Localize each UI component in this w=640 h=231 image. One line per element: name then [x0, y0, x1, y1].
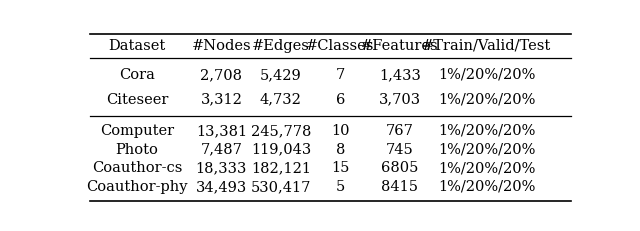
Text: 34,493: 34,493	[196, 180, 247, 194]
Text: 1,433: 1,433	[379, 68, 421, 82]
Text: 8415: 8415	[381, 180, 419, 194]
Text: 7,487: 7,487	[200, 143, 243, 157]
Text: Cora: Cora	[119, 68, 155, 82]
Text: Computer: Computer	[100, 124, 174, 138]
Text: 5: 5	[336, 180, 345, 194]
Text: 119,043: 119,043	[251, 143, 311, 157]
Text: 8: 8	[336, 143, 345, 157]
Text: 6: 6	[336, 93, 345, 107]
Text: 18,333: 18,333	[196, 161, 247, 175]
Text: 1%/20%/20%: 1%/20%/20%	[438, 93, 536, 107]
Text: 6805: 6805	[381, 161, 419, 175]
Text: #Train/Valid/Test: #Train/Valid/Test	[422, 39, 551, 52]
Text: Citeseer: Citeseer	[106, 93, 168, 107]
Text: 1%/20%/20%: 1%/20%/20%	[438, 161, 536, 175]
Text: 15: 15	[332, 161, 349, 175]
Text: 1%/20%/20%: 1%/20%/20%	[438, 124, 536, 138]
Text: #Features: #Features	[361, 39, 439, 52]
Text: 3,703: 3,703	[379, 93, 421, 107]
Text: Photo: Photo	[116, 143, 159, 157]
Text: 3,312: 3,312	[200, 93, 243, 107]
Text: 1%/20%/20%: 1%/20%/20%	[438, 180, 536, 194]
Text: 7: 7	[336, 68, 345, 82]
Text: 530,417: 530,417	[251, 180, 311, 194]
Text: Dataset: Dataset	[108, 39, 166, 52]
Text: 2,708: 2,708	[200, 68, 243, 82]
Text: 1%/20%/20%: 1%/20%/20%	[438, 68, 536, 82]
Text: 10: 10	[331, 124, 349, 138]
Text: 1%/20%/20%: 1%/20%/20%	[438, 143, 536, 157]
Text: Coauthor-phy: Coauthor-phy	[86, 180, 188, 194]
Text: 182,121: 182,121	[251, 161, 311, 175]
Text: 745: 745	[386, 143, 414, 157]
Text: #Nodes: #Nodes	[191, 39, 251, 52]
Text: 5,429: 5,429	[260, 68, 301, 82]
Text: #Classes: #Classes	[306, 39, 374, 52]
Text: 13,381: 13,381	[196, 124, 247, 138]
Text: 4,732: 4,732	[260, 93, 302, 107]
Text: 767: 767	[386, 124, 414, 138]
Text: Coauthor-cs: Coauthor-cs	[92, 161, 182, 175]
Text: #Edges: #Edges	[252, 39, 310, 52]
Text: 245,778: 245,778	[251, 124, 311, 138]
